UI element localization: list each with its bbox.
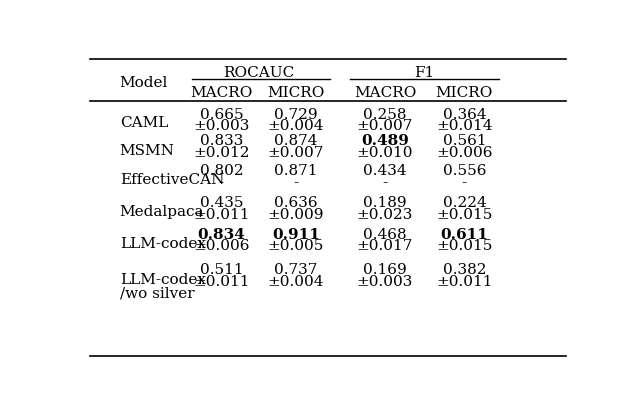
Text: ±0.017: ±0.017: [357, 240, 413, 254]
Text: LLM-codex: LLM-codex: [120, 273, 205, 287]
Text: ROCAUC: ROCAUC: [223, 66, 294, 80]
Text: -: -: [219, 176, 224, 190]
Text: ±0.005: ±0.005: [268, 240, 324, 254]
Text: ±0.006: ±0.006: [193, 240, 250, 254]
Text: 0.871: 0.871: [274, 164, 317, 178]
Text: 0.364: 0.364: [443, 108, 486, 122]
Text: 0.556: 0.556: [443, 164, 486, 178]
Text: LLM-codex: LLM-codex: [120, 237, 205, 251]
Text: CAML: CAML: [120, 116, 168, 130]
Text: ±0.015: ±0.015: [436, 240, 493, 254]
Text: EffectiveCAN: EffectiveCAN: [120, 173, 224, 187]
Text: 0.258: 0.258: [364, 108, 407, 122]
Text: ±0.004: ±0.004: [268, 119, 324, 133]
Text: ±0.003: ±0.003: [357, 275, 413, 289]
Text: ±0.023: ±0.023: [357, 208, 413, 222]
Text: 0.561: 0.561: [443, 134, 486, 148]
Text: 0.468: 0.468: [364, 228, 407, 242]
Text: -: -: [293, 176, 298, 190]
Text: 0.834: 0.834: [197, 228, 245, 242]
Text: 0.611: 0.611: [440, 228, 488, 242]
Text: ±0.014: ±0.014: [436, 119, 493, 133]
Text: 0.729: 0.729: [274, 108, 317, 122]
Text: 0.833: 0.833: [200, 134, 243, 148]
Text: 0.737: 0.737: [274, 263, 317, 277]
Text: 0.224: 0.224: [442, 196, 486, 210]
Text: 0.874: 0.874: [274, 134, 317, 148]
Text: MACRO: MACRO: [354, 86, 416, 100]
Text: ±0.012: ±0.012: [193, 146, 250, 160]
Text: 0.911: 0.911: [272, 228, 320, 242]
Text: MICRO: MICRO: [436, 86, 493, 100]
Text: ±0.006: ±0.006: [436, 146, 493, 160]
Text: 0.435: 0.435: [200, 196, 243, 210]
Text: 0.434: 0.434: [364, 164, 407, 178]
Text: 0.802: 0.802: [200, 164, 243, 178]
Text: 0.636: 0.636: [274, 196, 317, 210]
Text: /wo silver: /wo silver: [120, 286, 195, 300]
Text: 0.665: 0.665: [200, 108, 243, 122]
Text: ±0.007: ±0.007: [357, 119, 413, 133]
Text: ±0.011: ±0.011: [436, 275, 493, 289]
Text: 0.382: 0.382: [443, 263, 486, 277]
Text: MACRO: MACRO: [190, 86, 253, 100]
Text: MSMN: MSMN: [120, 143, 175, 157]
Text: F1: F1: [415, 66, 435, 80]
Text: ±0.010: ±0.010: [356, 146, 413, 160]
Text: ±0.009: ±0.009: [268, 208, 324, 222]
Text: Medalpaca: Medalpaca: [120, 205, 204, 219]
Text: MICRO: MICRO: [267, 86, 324, 100]
Text: 0.169: 0.169: [363, 263, 407, 277]
Text: -: -: [462, 176, 467, 190]
Text: 0.189: 0.189: [364, 196, 407, 210]
Text: ±0.011: ±0.011: [193, 275, 250, 289]
Text: ±0.007: ±0.007: [268, 146, 324, 160]
Text: 0.489: 0.489: [361, 134, 409, 148]
Text: 0.511: 0.511: [200, 263, 243, 277]
Text: ±0.003: ±0.003: [193, 119, 250, 133]
Text: -: -: [383, 176, 388, 190]
Text: Model: Model: [120, 76, 168, 90]
Text: ±0.011: ±0.011: [193, 208, 250, 222]
Text: ±0.004: ±0.004: [268, 275, 324, 289]
Text: ±0.015: ±0.015: [436, 208, 493, 222]
